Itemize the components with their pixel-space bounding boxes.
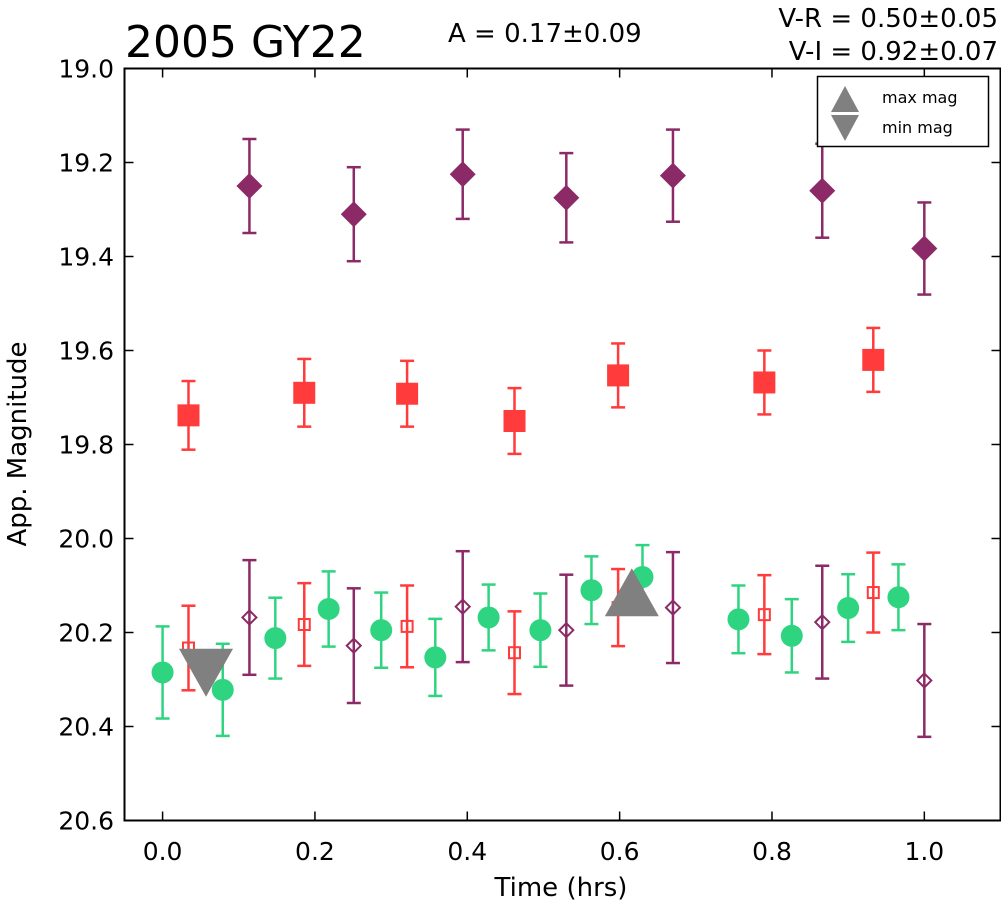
data-point-circle bbox=[370, 619, 393, 642]
x-axis-label: Time (hrs) bbox=[494, 873, 628, 903]
data-point-diamond bbox=[553, 184, 580, 211]
y-tick-label: 19.8 bbox=[58, 431, 114, 460]
data-point-circle bbox=[780, 624, 803, 647]
data-point-diamond bbox=[659, 162, 686, 189]
data-point-square bbox=[293, 381, 316, 404]
data-point-diamond bbox=[911, 235, 938, 262]
plot-area bbox=[151, 128, 938, 739]
data-point-circle bbox=[151, 661, 174, 684]
data-point-circle bbox=[887, 586, 910, 609]
data-point-open-diamond bbox=[454, 598, 472, 616]
data-point-open-diamond bbox=[345, 637, 363, 655]
y-tick-label: 19.2 bbox=[58, 149, 114, 178]
data-point-diamond bbox=[340, 201, 367, 228]
x-tick-label: 0.2 bbox=[295, 837, 335, 866]
x-tick-label: 0.0 bbox=[143, 837, 183, 866]
data-point-open-square bbox=[757, 608, 771, 622]
y-axis-label: App. Magnitude bbox=[3, 341, 33, 546]
v-r-annotation: V-R = 0.50±0.05 bbox=[778, 4, 998, 34]
data-point-open-square bbox=[866, 586, 880, 600]
legend-max-mag-marker bbox=[831, 86, 859, 112]
data-point-circle bbox=[211, 678, 234, 701]
data-point-open-diamond bbox=[241, 609, 258, 626]
data-point-square bbox=[177, 404, 200, 427]
min-mag-marker bbox=[179, 648, 234, 697]
data-point-open-diamond bbox=[664, 599, 682, 617]
data-point-circle bbox=[264, 627, 287, 650]
data-point-square bbox=[862, 348, 885, 371]
chart-title: 2005 GY22 bbox=[125, 17, 366, 68]
data-point-open-square bbox=[508, 646, 522, 660]
x-tick-label: 0.8 bbox=[752, 837, 792, 866]
y-tick-label: 19.0 bbox=[58, 55, 114, 84]
x-tick-label: 0.6 bbox=[600, 837, 640, 866]
data-point-circle bbox=[477, 606, 500, 629]
v-i-annotation: V-I = 0.92±0.07 bbox=[789, 37, 998, 67]
data-point-circle bbox=[529, 619, 552, 642]
data-point-circle bbox=[317, 598, 340, 620]
data-point-open-square bbox=[297, 618, 311, 632]
x-tick-label: 1.0 bbox=[904, 837, 944, 866]
x-tick-label: 0.4 bbox=[447, 837, 487, 866]
data-point-circle bbox=[727, 608, 750, 631]
max-mag-marker bbox=[604, 568, 659, 617]
data-point-square bbox=[503, 410, 526, 432]
y-tick-label: 20.4 bbox=[58, 713, 114, 742]
data-point-diamond bbox=[809, 177, 836, 204]
legend: max mag min mag bbox=[816, 75, 990, 148]
data-point-open-diamond bbox=[915, 672, 933, 689]
y-tick-label: 20.2 bbox=[58, 619, 114, 648]
data-point-open-diamond bbox=[813, 613, 831, 631]
data-point-diamond bbox=[236, 173, 263, 199]
data-point-circle bbox=[424, 646, 447, 669]
data-point-diamond bbox=[449, 161, 476, 188]
legend-min-mag-marker bbox=[831, 115, 859, 141]
y-tick-label: 19.4 bbox=[58, 243, 114, 272]
y-tick-label: 20.6 bbox=[58, 807, 114, 836]
data-point-square bbox=[753, 371, 776, 394]
data-point-square bbox=[396, 382, 419, 405]
data-point-circle bbox=[580, 579, 603, 602]
y-tick-label: 19.6 bbox=[58, 337, 114, 366]
legend-max-mag-label: max mag bbox=[882, 88, 958, 107]
data-point-open-square bbox=[400, 619, 414, 633]
axis-ticks: 0.0 0.2 0.4 0.6 0.8 1.0 19.0 19.2 19.4 19.6 19.8 20… bbox=[58, 55, 1001, 866]
data-point-circle bbox=[837, 597, 860, 620]
legend-min-mag-label: min mag bbox=[882, 118, 953, 137]
data-point-open-diamond bbox=[557, 621, 575, 639]
amplitude-annotation: A = 0.17±0.09 bbox=[448, 19, 642, 49]
data-point-square bbox=[607, 364, 630, 387]
y-tick-label: 20.0 bbox=[58, 525, 114, 554]
